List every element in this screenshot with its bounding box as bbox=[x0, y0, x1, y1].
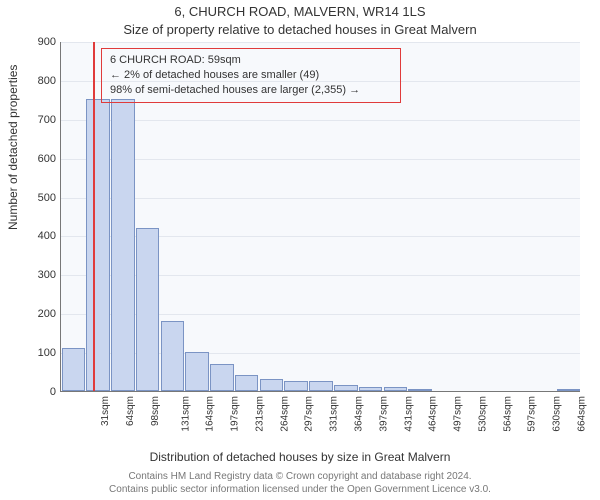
chart-supertitle: 6, CHURCH ROAD, MALVERN, WR14 1LS bbox=[0, 4, 600, 19]
histogram-bar bbox=[86, 99, 110, 391]
x-tick-label: 31sqm bbox=[100, 396, 111, 426]
histogram-bar bbox=[408, 389, 432, 391]
gridline bbox=[61, 42, 580, 43]
y-tick-label: 500 bbox=[6, 192, 56, 204]
y-tick-label: 300 bbox=[6, 269, 56, 281]
annotation-line: 98% of semi-detached houses are larger (… bbox=[110, 83, 392, 98]
histogram-bar bbox=[260, 379, 284, 391]
x-tick-label: 564sqm bbox=[502, 396, 513, 432]
plot-area: 6 CHURCH ROAD: 59sqm← 2% of detached hou… bbox=[60, 42, 580, 392]
y-tick-label: 600 bbox=[6, 153, 56, 165]
y-tick-label: 700 bbox=[6, 114, 56, 126]
histogram-bar bbox=[136, 228, 160, 391]
x-tick-label: 64sqm bbox=[125, 396, 136, 426]
histogram-bar bbox=[235, 375, 259, 391]
gridline bbox=[61, 120, 580, 121]
annotation-line: ← 2% of detached houses are smaller (49) bbox=[110, 68, 392, 83]
y-tick-label: 900 bbox=[6, 36, 56, 48]
x-tick-label: 331sqm bbox=[329, 396, 340, 432]
footer-line-1: Contains HM Land Registry data © Crown c… bbox=[0, 471, 600, 484]
histogram-bar bbox=[334, 385, 358, 391]
annotation-box: 6 CHURCH ROAD: 59sqm← 2% of detached hou… bbox=[101, 48, 401, 103]
histogram-bar bbox=[62, 348, 86, 391]
annotation-line: 6 CHURCH ROAD: 59sqm bbox=[110, 53, 392, 68]
y-tick-label: 400 bbox=[6, 230, 56, 242]
x-tick-label: 431sqm bbox=[403, 396, 414, 432]
y-tick-label: 200 bbox=[6, 308, 56, 320]
x-tick-label: 397sqm bbox=[378, 396, 389, 432]
histogram-bar bbox=[111, 99, 135, 391]
x-tick-label: 364sqm bbox=[354, 396, 365, 432]
histogram-bar bbox=[161, 321, 185, 391]
x-tick-label: 530sqm bbox=[477, 396, 488, 432]
x-tick-label: 98sqm bbox=[150, 396, 161, 426]
x-tick-label: 264sqm bbox=[279, 396, 290, 432]
histogram-bar bbox=[359, 387, 383, 391]
property-marker-line bbox=[93, 42, 95, 391]
x-tick-label: 497sqm bbox=[453, 396, 464, 432]
x-tick-label: 597sqm bbox=[527, 396, 538, 432]
y-tick-labels: 0100200300400500600700800900 bbox=[0, 42, 60, 392]
histogram-bar bbox=[309, 381, 333, 391]
y-tick-label: 800 bbox=[6, 75, 56, 87]
gridline bbox=[61, 198, 580, 199]
x-tick-label: 664sqm bbox=[576, 396, 587, 432]
gridline bbox=[61, 159, 580, 160]
x-axis-label: Distribution of detached houses by size … bbox=[0, 450, 600, 464]
x-tick-label: 231sqm bbox=[255, 396, 266, 432]
x-tick-label: 197sqm bbox=[230, 396, 241, 432]
footer-line-2: Contains public sector information licen… bbox=[0, 484, 600, 497]
y-tick-label: 0 bbox=[6, 386, 56, 398]
histogram-bar bbox=[185, 352, 209, 391]
x-tick-labels: 31sqm 64sqm 98sqm 131sqm 164sqm 197sqm 231sqm 2… bbox=[60, 392, 580, 452]
histogram-bar bbox=[384, 387, 408, 391]
x-tick-label: 297sqm bbox=[304, 396, 315, 432]
histogram-bar bbox=[210, 364, 234, 391]
histogram-bar bbox=[557, 389, 581, 391]
x-tick-label: 464sqm bbox=[428, 396, 439, 432]
x-tick-label: 131sqm bbox=[180, 396, 191, 432]
chart-title: Size of property relative to detached ho… bbox=[0, 22, 600, 37]
footer-attribution: Contains HM Land Registry data © Crown c… bbox=[0, 471, 600, 496]
x-tick-label: 630sqm bbox=[552, 396, 563, 432]
histogram-bar bbox=[284, 381, 308, 391]
x-tick-label: 164sqm bbox=[205, 396, 216, 432]
y-tick-label: 100 bbox=[6, 347, 56, 359]
